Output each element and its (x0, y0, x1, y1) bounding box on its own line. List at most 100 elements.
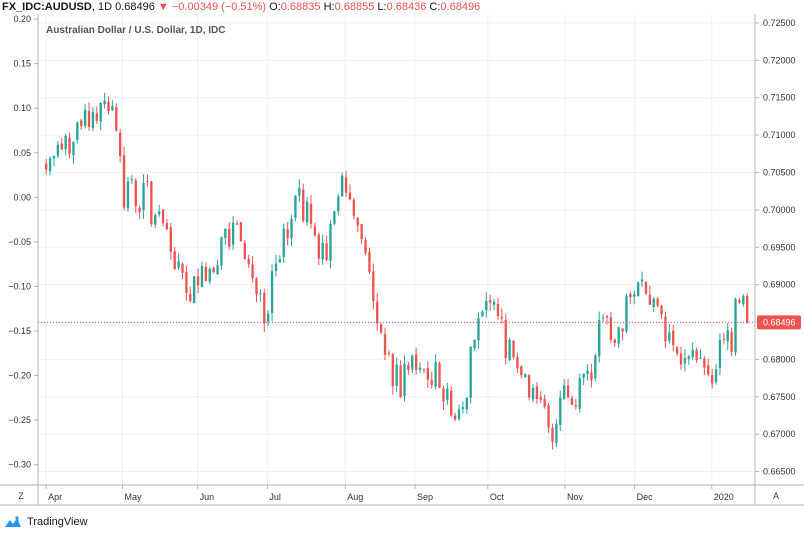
candle-body (594, 355, 597, 379)
candle (570, 395, 574, 406)
candle (204, 262, 208, 282)
candle-body (664, 316, 667, 342)
candle (309, 195, 313, 229)
candle-body (613, 339, 616, 343)
auto-scale-button[interactable]: A (765, 488, 787, 503)
candle (703, 355, 706, 376)
candle-body (453, 415, 457, 420)
candle (83, 103, 87, 129)
tradingview-logo[interactable]: TradingView (3, 513, 88, 531)
candle (527, 374, 531, 401)
zoom-button[interactable]: Z (10, 488, 32, 503)
candle (161, 209, 165, 227)
candle-body (76, 122, 79, 140)
candle-body (508, 339, 511, 361)
left-axis[interactable]: 0.20 0.15 0.10 0.05 0.00 −0.05 −0.10 −0.15 −0.20… (8, 14, 38, 470)
candle (547, 402, 550, 433)
candle-body (115, 107, 118, 131)
candle-body (551, 427, 554, 442)
candle-body (103, 100, 106, 105)
candle-body (738, 299, 741, 303)
candle-body (142, 182, 145, 211)
left-tick-label: 0.05 (13, 148, 31, 158)
symbol-name[interactable]: FX_IDC:AUDUSD (2, 1, 92, 13)
candle (617, 326, 620, 349)
candle (220, 236, 223, 270)
right-axis[interactable]: 0.72500 0.72000 0.71500 0.71000 0.70500 0.700… (755, 18, 796, 477)
candle-body (535, 386, 539, 400)
candle-body (469, 346, 472, 398)
candle (80, 118, 83, 130)
candle-body (52, 156, 56, 159)
candle (411, 354, 414, 374)
candle (414, 347, 418, 375)
candle (387, 350, 391, 357)
open-label: O: (269, 1, 281, 13)
candle-body (461, 407, 465, 410)
candle (531, 384, 535, 403)
candle-body (629, 293, 632, 298)
candle-body (496, 303, 500, 317)
candle-body (134, 180, 137, 207)
candle-body (726, 330, 729, 342)
candle (742, 294, 745, 307)
candle-body (313, 226, 317, 236)
candle (212, 266, 215, 274)
candle (341, 172, 344, 197)
close-value: 0.68496 (440, 1, 481, 13)
candle-body (45, 163, 48, 170)
candle (64, 133, 67, 156)
candle (146, 174, 149, 188)
candle (259, 289, 262, 302)
candle-body (189, 294, 192, 302)
time-axis[interactable]: Apr May Jun Jul Aug Sep Oct Nov Dec 2020 (45, 485, 734, 502)
candle-body (457, 409, 461, 420)
candle (672, 324, 675, 352)
candle (99, 102, 102, 130)
candle (726, 323, 729, 351)
candle-body (383, 334, 387, 355)
candle-body (329, 224, 332, 261)
candle-body (605, 316, 609, 318)
candle (485, 292, 488, 318)
candle (302, 183, 305, 223)
candle (633, 290, 636, 305)
right-tick-label: 0.66500 (763, 467, 796, 477)
candle (267, 310, 270, 327)
candle-body (660, 305, 663, 315)
candle-body (356, 217, 359, 226)
candle-body (652, 298, 655, 307)
candle-body (473, 339, 476, 349)
candle-body (64, 135, 67, 150)
candle (473, 339, 476, 352)
x-tick-label: Jun (200, 492, 215, 502)
candle-body (68, 137, 71, 154)
chart-title: Australian Dollar / U.S. Dollar, 1D, IDC (46, 25, 226, 36)
candle-body (633, 294, 636, 297)
candle (598, 311, 601, 363)
last-price-label: 0.68496 (763, 317, 796, 327)
interval[interactable]: 1D (97, 1, 113, 13)
candle (636, 281, 640, 297)
left-tick-label: −0.10 (8, 281, 31, 291)
candle (87, 102, 91, 131)
candle (395, 357, 398, 393)
candle (442, 385, 445, 411)
candle (555, 419, 558, 448)
candle (243, 239, 246, 260)
candle (551, 423, 554, 450)
candle (216, 259, 219, 275)
candle (298, 179, 301, 202)
candle (500, 308, 504, 324)
candle-body (344, 177, 348, 193)
zoom-button-label: Z (18, 491, 24, 501)
candle (169, 223, 172, 260)
candle (418, 362, 422, 374)
x-tick-label: May (125, 492, 143, 502)
candle-body (119, 132, 122, 157)
candle-body (130, 179, 134, 181)
candle-body (161, 209, 165, 224)
candle-body (578, 378, 581, 409)
